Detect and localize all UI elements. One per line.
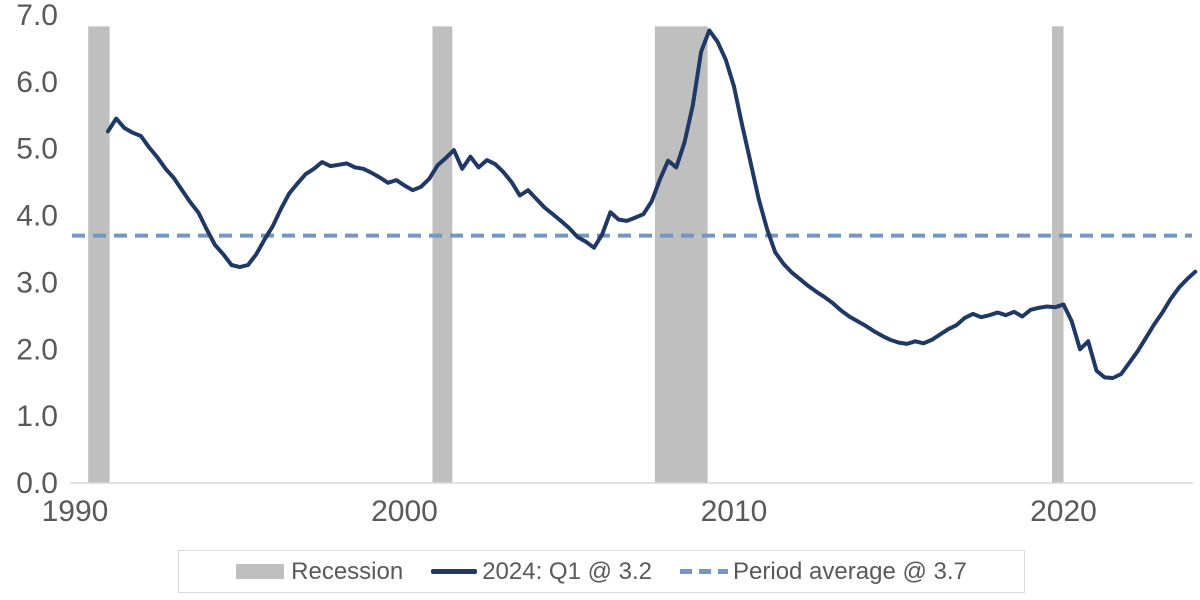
y-axis-tick-label: 2.0 <box>16 333 58 366</box>
y-axis-tick-label: 0.0 <box>16 467 58 500</box>
y-axis-tick-label: 3.0 <box>16 266 58 299</box>
recession-band <box>88 26 110 483</box>
x-axis-tick-label: 1990 <box>42 495 109 528</box>
recession-swatch-icon <box>236 564 285 579</box>
x-axis-tick-label: 2020 <box>1030 495 1097 528</box>
y-axis-tick-label: 7.0 <box>16 0 58 32</box>
recession-band <box>654 26 708 483</box>
y-axis-tick-label: 1.0 <box>16 400 58 433</box>
y-axis-tick-label: 5.0 <box>16 133 58 166</box>
y-axis-tick-label: 6.0 <box>16 66 58 99</box>
recession-band <box>1051 26 1064 483</box>
legend-recession-label: Recession <box>291 557 404 585</box>
legend-average-label: Period average @ 3.7 <box>733 557 967 585</box>
series-line <box>106 28 1198 380</box>
legend-series-label: 2024: Q1 @ 3.2 <box>482 557 653 585</box>
legend-item-average: Period average @ 3.7 <box>680 558 967 586</box>
legend-item-series: 2024: Q1 @ 3.2 <box>431 558 652 586</box>
y-axis-tick-label: 4.0 <box>16 200 58 233</box>
x-axis-tick-label: 2010 <box>701 495 768 528</box>
x-axis-tick-label: 2000 <box>371 495 438 528</box>
recession-band <box>432 26 453 483</box>
legend-item-recession: Recession <box>236 558 403 586</box>
series-line-swatch-icon <box>431 569 478 574</box>
average-dash-swatch-icon <box>680 569 729 574</box>
legend: Recession 2024: Q1 @ 3.2 Period average … <box>178 550 1025 593</box>
